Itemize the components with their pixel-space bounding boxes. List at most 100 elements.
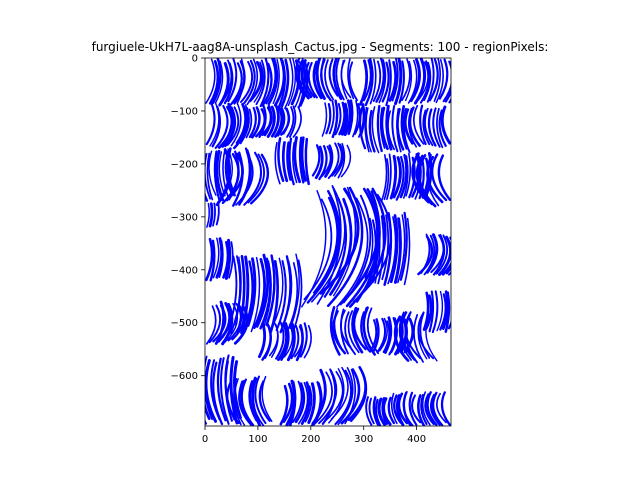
contour-line: [408, 391, 418, 426]
contour-line: [246, 257, 257, 327]
contour-line: [214, 104, 229, 149]
contour-line: [252, 258, 266, 329]
contour-line: [223, 62, 234, 105]
contour-line: [255, 253, 270, 328]
contour-line: [218, 240, 224, 278]
contour-line: [335, 58, 345, 101]
contour-line: [248, 106, 257, 139]
contour-line: [328, 58, 339, 97]
contour-line: [412, 104, 425, 145]
contour-line: [259, 257, 272, 330]
contour-line: [279, 384, 289, 426]
contour-line: [426, 155, 444, 204]
y-axis: 0 −100 −200 −300 −400 −500 −600: [171, 54, 205, 382]
contour-line: [208, 60, 220, 105]
contour-line: [399, 153, 408, 199]
contour-line: [258, 104, 267, 139]
contour-line: [435, 392, 447, 424]
contour-line: [437, 154, 451, 201]
contour-line: [332, 186, 357, 297]
contour-line: [248, 60, 263, 103]
contour-line: [404, 311, 422, 359]
contour-line: [332, 310, 347, 355]
contour-line: [382, 397, 392, 426]
contour-line: [272, 257, 284, 327]
segment-region: [205, 354, 242, 426]
contour-line: [211, 58, 222, 105]
contour-line: [377, 397, 386, 426]
contour-line: [243, 151, 263, 206]
contour-line: [299, 322, 308, 358]
contour-line: [277, 137, 285, 182]
contour-line: [372, 318, 380, 353]
contour-line: [398, 311, 413, 361]
contour-line: [338, 101, 346, 136]
contour-line: [369, 58, 377, 105]
contour-line: [369, 319, 378, 353]
contour-line: [329, 306, 341, 356]
contour-line: [389, 214, 399, 284]
contour-line: [421, 391, 431, 426]
contour-line: [340, 368, 361, 425]
contour-line: [387, 110, 395, 151]
contour-line: [433, 58, 441, 102]
contour-line: [240, 378, 255, 426]
contour-line: [231, 304, 245, 341]
contour-line: [384, 316, 393, 354]
contour-line: [429, 393, 442, 426]
contour-line: [235, 103, 247, 145]
y-tick-label: −200: [171, 159, 198, 170]
contour-line: [303, 324, 312, 359]
contour-line: [364, 217, 374, 279]
contour-line: [360, 311, 370, 352]
contour-line: [331, 99, 339, 139]
contour-line: [288, 380, 297, 426]
contour-line: [393, 217, 402, 284]
contour-line: [227, 58, 238, 103]
segment-region: [422, 290, 451, 334]
segment-region: [321, 99, 366, 139]
contour-line: [233, 304, 249, 345]
contour-line: [280, 58, 290, 109]
segment-region: [311, 142, 352, 181]
contour-line: [348, 61, 359, 102]
segment-region: [243, 104, 302, 139]
contour-line: [417, 394, 426, 426]
segment-region: [411, 152, 451, 208]
contour-line: [240, 60, 254, 103]
contour-line: [297, 381, 309, 425]
contour-line: [274, 107, 283, 138]
contour-line: [212, 202, 216, 227]
contour-line: [226, 106, 240, 146]
contour-line: [394, 58, 403, 106]
contour-line: [347, 310, 360, 354]
contour-line: [405, 152, 412, 197]
contour-line: [337, 142, 346, 179]
contour-line: [222, 148, 230, 201]
contour-line: [378, 317, 388, 352]
contour-line: [297, 59, 310, 100]
contour-line: [230, 62, 243, 106]
contour-line: [431, 290, 439, 334]
contour-line: [230, 102, 242, 147]
contour-line: [286, 141, 292, 181]
contour-line: [340, 102, 349, 136]
y-tick-label: 0: [192, 54, 198, 65]
segment-region: [205, 58, 264, 107]
contour-line: [208, 304, 222, 344]
contour-line: [438, 109, 447, 147]
contour-line: [307, 382, 316, 424]
y-tick-label: −500: [171, 318, 198, 329]
contour-line: [364, 58, 374, 107]
contour-line: [388, 60, 398, 102]
contour-line: [259, 58, 270, 108]
contour-line: [304, 385, 313, 423]
contour-line: [286, 106, 295, 138]
contour-line: [243, 107, 250, 139]
contour-line: [283, 323, 294, 358]
contour-line: [292, 106, 302, 138]
contour-line: [264, 324, 272, 360]
contour-line: [280, 322, 290, 361]
contour-line: [411, 394, 422, 424]
